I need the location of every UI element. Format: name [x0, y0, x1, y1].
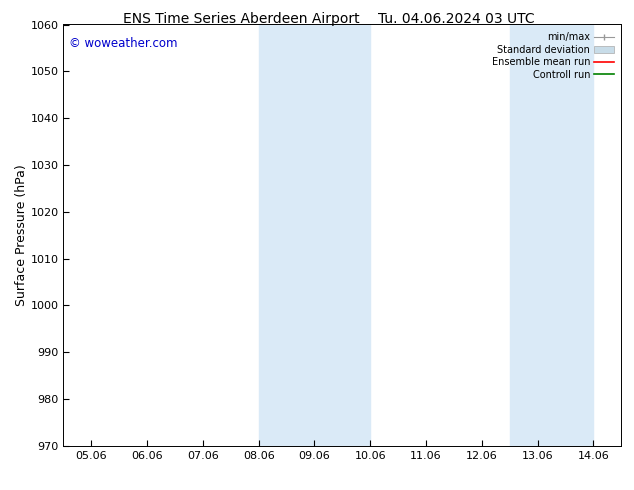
- Text: ENS Time Series Aberdeen Airport: ENS Time Series Aberdeen Airport: [122, 12, 359, 26]
- Bar: [510, 24, 593, 446]
- Text: © woweather.com: © woweather.com: [69, 37, 178, 50]
- Legend: min/max, Standard deviation, Ensemble mean run, Controll run: min/max, Standard deviation, Ensemble me…: [489, 29, 616, 82]
- Y-axis label: Surface Pressure (hPa): Surface Pressure (hPa): [15, 164, 28, 306]
- Bar: [259, 24, 370, 446]
- Text: Tu. 04.06.2024 03 UTC: Tu. 04.06.2024 03 UTC: [378, 12, 535, 26]
